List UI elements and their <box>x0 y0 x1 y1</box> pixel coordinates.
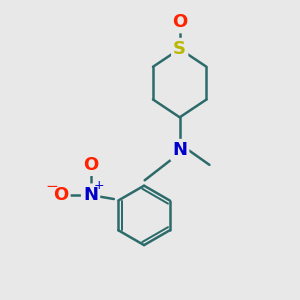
Text: S: S <box>173 40 186 58</box>
Text: O: O <box>83 156 98 174</box>
Text: +: + <box>94 179 104 192</box>
Text: −: − <box>45 179 58 194</box>
Text: N: N <box>83 186 98 204</box>
Text: N: N <box>172 141 187 159</box>
Text: O: O <box>53 186 68 204</box>
Text: O: O <box>172 13 187 31</box>
